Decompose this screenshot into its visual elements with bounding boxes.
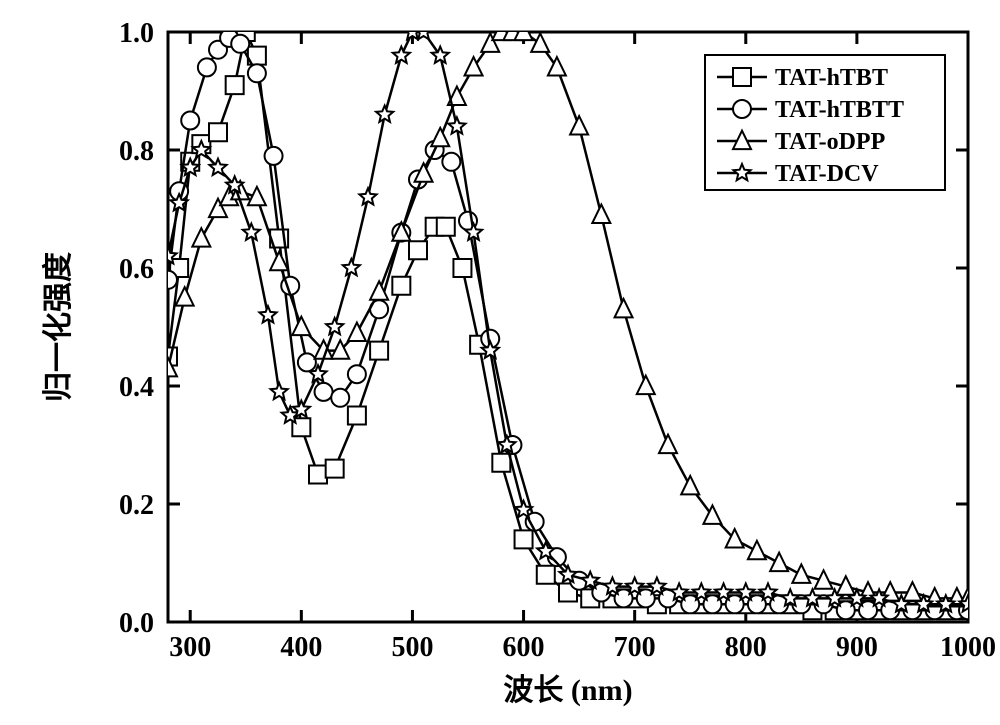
x-tick-label: 700: [614, 632, 656, 663]
x-tick-label: 1000: [940, 632, 996, 663]
legend-label: TAT-hTBTT: [775, 97, 904, 123]
y-tick-label: 0.2: [119, 490, 154, 521]
legend-label: TAT-DCV: [775, 161, 879, 187]
y-tick-label: 1.0: [119, 18, 154, 49]
x-tick-label: 800: [725, 632, 767, 663]
chart-root: 300 400 500 600 700 800 900 1000 0.0 0.2 0.4 0.6 0.8…: [0, 0, 1000, 725]
y-tick-label: 0.6: [119, 254, 154, 285]
y-tick-label: 0.0: [119, 608, 154, 639]
legend: TAT-hTBT TAT-hTBTT TAT-oDPP TAT-DCV: [705, 55, 945, 190]
legend-label: TAT-hTBT: [775, 65, 888, 91]
legend-label: TAT-oDPP: [775, 129, 885, 155]
x-axis-label: 波长 (nm): [503, 674, 632, 707]
y-tick-label: 0.4: [119, 372, 154, 403]
x-tick-label: 600: [503, 632, 545, 663]
x-tick-label: 300: [169, 632, 211, 663]
x-tick-label: 500: [391, 632, 433, 663]
x-tick-label: 400: [280, 632, 322, 663]
y-tick-label: 0.8: [119, 136, 154, 167]
y-axis-label: 归一化强度: [42, 252, 75, 402]
x-tick-label: 900: [836, 632, 878, 663]
chart-svg: 300 400 500 600 700 800 900 1000 0.0 0.2 0.4 0.6 0.8…: [0, 0, 1000, 725]
